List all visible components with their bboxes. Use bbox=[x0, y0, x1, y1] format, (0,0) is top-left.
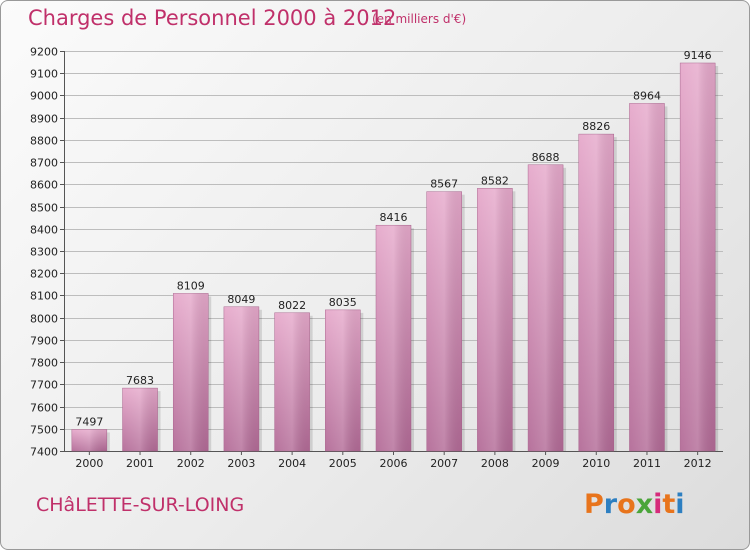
commune-name: CHâLETTE-SUR-LOING bbox=[36, 494, 245, 516]
data-label: 8049 bbox=[227, 293, 255, 306]
data-label: 8582 bbox=[481, 174, 509, 187]
bar-highlight bbox=[426, 191, 462, 451]
labels: 7400 7500 7600 7700 7800 7900 8000 8100 8200 8300… bbox=[30, 46, 712, 471]
x-tick-label: 2003 bbox=[227, 457, 255, 470]
logo-letter: r bbox=[603, 489, 618, 520]
logo-letter: P bbox=[584, 489, 604, 520]
data-label: 8035 bbox=[329, 296, 357, 309]
bar-highlight bbox=[274, 312, 310, 451]
bar-highlight bbox=[71, 429, 107, 451]
x-tick-label: 2002 bbox=[177, 457, 205, 470]
chart-subtitle: (en milliers d'€) bbox=[372, 12, 467, 26]
proxiti-logo: Proxiti bbox=[584, 489, 685, 520]
data-label: 8826 bbox=[582, 120, 610, 133]
y-tick-label: 7800 bbox=[30, 357, 58, 370]
data-label: 8964 bbox=[633, 89, 661, 102]
y-tick-label: 8100 bbox=[30, 290, 58, 303]
bar-highlight bbox=[223, 306, 259, 451]
y-tick-label: 8600 bbox=[30, 179, 58, 192]
y-tick-label: 9000 bbox=[30, 90, 58, 103]
data-label: 8022 bbox=[278, 299, 306, 312]
y-tick-label: 7400 bbox=[30, 446, 58, 459]
bar-highlight bbox=[173, 293, 209, 451]
data-label: 9146 bbox=[684, 49, 712, 62]
x-tick-label: 2008 bbox=[481, 457, 509, 470]
y-tick-label: 7700 bbox=[30, 379, 58, 392]
x-tick-label: 2012 bbox=[684, 457, 712, 470]
logo-letter: x bbox=[635, 489, 654, 520]
x-tick-label: 2000 bbox=[75, 457, 103, 470]
data-label: 8416 bbox=[380, 211, 408, 224]
bar-highlight bbox=[680, 63, 716, 451]
logo-letter: i bbox=[675, 489, 685, 520]
data-label: 7683 bbox=[126, 374, 154, 387]
axes bbox=[60, 51, 723, 455]
y-tick-label: 8200 bbox=[30, 268, 58, 281]
logo-letter: o bbox=[617, 489, 636, 520]
x-tick-label: 2005 bbox=[329, 457, 357, 470]
logo-letter: i bbox=[653, 489, 663, 520]
bar-highlight bbox=[578, 134, 614, 451]
bar-highlight bbox=[629, 103, 665, 451]
y-tick-label: 8400 bbox=[30, 224, 58, 237]
x-tick-label: 2001 bbox=[126, 457, 154, 470]
y-tick-label: 8700 bbox=[30, 157, 58, 170]
y-tick-label: 7900 bbox=[30, 335, 58, 348]
y-tick-label: 9200 bbox=[30, 46, 58, 59]
data-label: 8109 bbox=[177, 279, 205, 292]
data-label: 8567 bbox=[430, 178, 458, 191]
x-tick-label: 2009 bbox=[532, 457, 560, 470]
y-tick-label: 9100 bbox=[30, 68, 58, 81]
bars bbox=[71, 62, 719, 452]
x-tick-label: 2007 bbox=[430, 457, 458, 470]
bar-highlight bbox=[477, 188, 513, 452]
data-label: 8688 bbox=[532, 151, 560, 164]
x-tick-label: 2006 bbox=[380, 457, 408, 470]
y-tick-label: 8500 bbox=[30, 202, 58, 215]
y-tick-label: 8300 bbox=[30, 246, 58, 259]
x-tick-label: 2011 bbox=[633, 457, 661, 470]
y-tick-label: 7600 bbox=[30, 402, 58, 415]
bar-highlight bbox=[325, 309, 361, 451]
chart-title: Charges de Personnel 2000 à 2012 bbox=[28, 6, 397, 30]
logo-letter: t bbox=[662, 489, 676, 520]
x-tick-label: 2010 bbox=[582, 457, 610, 470]
bar-highlight bbox=[122, 388, 158, 451]
data-label: 7497 bbox=[75, 415, 103, 428]
bar-highlight bbox=[528, 164, 564, 451]
y-tick-label: 8000 bbox=[30, 313, 58, 326]
y-tick-label: 8900 bbox=[30, 113, 58, 126]
y-tick-label: 8800 bbox=[30, 135, 58, 148]
x-tick-label: 2004 bbox=[278, 457, 306, 470]
y-tick-label: 7500 bbox=[30, 424, 58, 437]
bar-highlight bbox=[376, 225, 411, 451]
